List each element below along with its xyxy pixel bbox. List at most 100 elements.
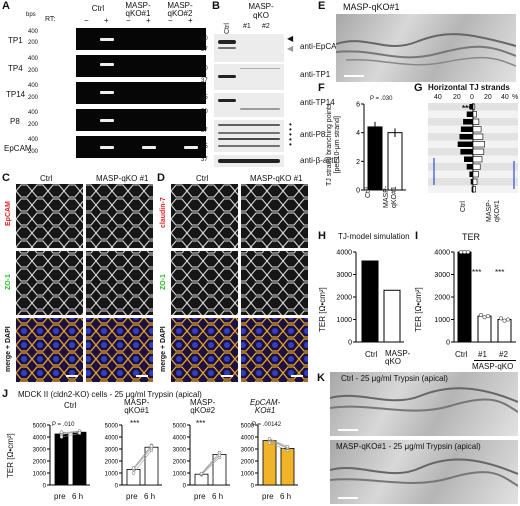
j-point bbox=[285, 444, 290, 449]
c-col-qko: MASP-qKO #1 bbox=[96, 174, 149, 183]
c-micrographs bbox=[16, 184, 153, 382]
j-point bbox=[217, 450, 222, 455]
y-tick-label: 4000 bbox=[434, 250, 450, 257]
h-title: TJ-model simulation bbox=[338, 232, 410, 241]
i-cat-2: #2 bbox=[499, 350, 508, 359]
a-group-ctrl: Ctrl bbox=[91, 4, 105, 13]
y-tick-label: 4000 bbox=[33, 436, 47, 442]
j-pair-line bbox=[133, 447, 152, 470]
y-tick-label: 2000 bbox=[434, 295, 450, 302]
y-tick-label: 3000 bbox=[33, 448, 47, 454]
i-point bbox=[502, 318, 507, 323]
i-title: TER bbox=[462, 232, 480, 242]
i-point bbox=[499, 316, 504, 321]
f-pval: P = .030 bbox=[370, 96, 393, 102]
h-cat-qko: MASP- qKO bbox=[385, 349, 411, 366]
b-arrow-black-icon: ◀ bbox=[287, 34, 294, 43]
panel-label-k: K bbox=[317, 372, 325, 384]
j-pair-line bbox=[201, 454, 220, 475]
g-bar-ko bbox=[472, 171, 479, 178]
y-tick-label: 3000 bbox=[105, 448, 119, 454]
panel-label-h: H bbox=[318, 230, 326, 242]
y-tick-label: 5000 bbox=[105, 424, 119, 430]
j-xcat-label: pre bbox=[194, 492, 206, 501]
y-tick-label: 0 bbox=[43, 484, 47, 490]
y-tick-label: 3000 bbox=[336, 272, 352, 279]
panel-label-e: E bbox=[318, 0, 326, 12]
b-lane-1: #1 bbox=[243, 23, 251, 30]
g-bar-ctrl bbox=[466, 164, 473, 170]
g-bar-ko bbox=[472, 111, 477, 118]
j-chart: 0 1000 2000 3000 4000 5000 0 1000 2000 3000 4000 50… bbox=[33, 424, 298, 490]
g-chart bbox=[428, 103, 518, 193]
b-asterisks: • • • • • bbox=[289, 120, 292, 149]
y-tick-label: 2000 bbox=[33, 460, 47, 466]
y-tick-label: 2 bbox=[356, 159, 360, 166]
y-tick-label: 4 bbox=[356, 130, 360, 137]
h-ylabel: TER [Ω•cm²] bbox=[318, 287, 327, 332]
g-tick: 20 bbox=[453, 94, 461, 101]
g-bar-ko bbox=[472, 126, 482, 133]
b-marker: 50 bbox=[201, 36, 208, 42]
y-tick-label: 4000 bbox=[173, 436, 187, 442]
panel-label-g: G bbox=[414, 82, 423, 94]
j-xcat-label: 6 h bbox=[144, 492, 156, 501]
a-tick: 400 bbox=[28, 29, 39, 35]
g-stars: *** bbox=[462, 104, 472, 113]
a-tick: 200 bbox=[28, 95, 39, 101]
a-row-tp1: TP1 bbox=[8, 36, 23, 45]
f-bar bbox=[367, 126, 383, 191]
j-pair-line bbox=[269, 439, 288, 449]
c-row-epcam: EpCAM bbox=[5, 201, 12, 226]
b-lane-ctrl: Ctrl bbox=[224, 23, 231, 34]
g-bar-ko bbox=[472, 141, 485, 148]
gel-tp14 bbox=[76, 82, 206, 104]
b-label-actin: anti-β-actin bbox=[300, 156, 340, 165]
f-chart: 0 2 4 6 bbox=[356, 102, 406, 195]
j-point bbox=[77, 431, 82, 435]
a-row-epcam: EpCAM bbox=[4, 144, 32, 153]
g-cat-qko: MASP- qKO#1 bbox=[486, 199, 501, 222]
y-tick-label: 0 bbox=[183, 484, 187, 490]
j-pair-line bbox=[269, 438, 288, 447]
j-pair-line bbox=[133, 450, 152, 474]
a-sign-5: − bbox=[168, 16, 173, 25]
g-bar-ko bbox=[472, 148, 485, 155]
y-tick-label: 4000 bbox=[241, 436, 255, 442]
j-sub-title-1: Ctrl bbox=[64, 401, 77, 410]
j-xcat-label: pre bbox=[262, 492, 274, 501]
i-point bbox=[465, 250, 470, 255]
a-tick: 200 bbox=[28, 122, 39, 128]
j-annot-3: *** bbox=[196, 419, 206, 428]
g-bar-ctrl bbox=[460, 149, 473, 155]
k-bottom-label: MASP-qKO#1 - 25 μg/ml Trypsin (apical) bbox=[336, 442, 481, 451]
a-sign-4: + bbox=[146, 16, 151, 25]
y-tick-label: 1000 bbox=[33, 472, 47, 478]
i-point bbox=[458, 250, 463, 255]
j-point bbox=[267, 437, 272, 441]
h-chart: 0 1000 2000 3000 4000 bbox=[336, 250, 404, 347]
gel-p8 bbox=[76, 109, 206, 131]
y-tick-label: 2000 bbox=[336, 295, 352, 302]
i-point bbox=[478, 313, 483, 318]
j-point bbox=[199, 471, 204, 476]
j-xcat-label: pre bbox=[54, 492, 66, 501]
j-annot-4: P = .00142 bbox=[252, 422, 282, 428]
j-xcat-label: pre bbox=[126, 492, 138, 501]
b-label-tp1: anti-TP1 bbox=[300, 70, 331, 79]
b-label-tp14: anti-TP14 bbox=[300, 98, 335, 107]
i-group-bracket bbox=[474, 360, 516, 361]
i-point bbox=[462, 250, 467, 255]
j-xcat-label: 6 h bbox=[72, 492, 84, 501]
g-bar-ctrl bbox=[471, 186, 473, 192]
j-annot-1: P = .010 bbox=[52, 422, 75, 428]
a-sign-6: + bbox=[188, 16, 193, 25]
b-lane-2: #2 bbox=[262, 23, 270, 30]
y-tick-label: 2000 bbox=[105, 460, 119, 466]
y-tick-label: 0 bbox=[356, 188, 360, 195]
i-cat-1: #1 bbox=[478, 350, 487, 359]
y-tick-label: 0 bbox=[251, 484, 255, 490]
b-marker: 37 bbox=[201, 47, 208, 53]
c-col-ctrl: Ctrl bbox=[40, 174, 53, 183]
j-pair-line bbox=[61, 431, 80, 435]
